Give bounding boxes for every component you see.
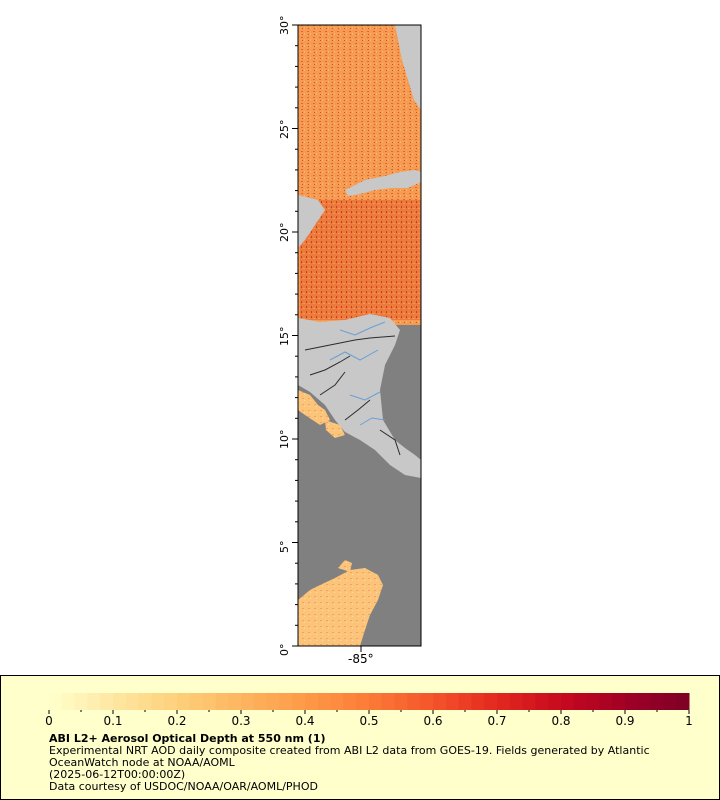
colorbar-segment (100, 693, 114, 710)
aod-field-south (298, 568, 383, 646)
lon-tick-label: -85° (348, 652, 374, 666)
colorbar-segment (61, 693, 76, 710)
land-florida (395, 25, 421, 110)
colorbar-tick-label: 0.9 (615, 714, 635, 728)
lat-tick-label: 10° (278, 429, 291, 450)
colorbar-tick-label: 0.2 (167, 714, 187, 728)
lat-tick-label: 15° (278, 326, 291, 346)
colorbar-segment (151, 693, 165, 710)
colorbar-segment (407, 693, 421, 710)
colorbar-segment (189, 693, 204, 710)
colorbar-segment (215, 693, 229, 710)
lat-tick-label: 25° (278, 119, 291, 139)
colorbar (48, 693, 690, 714)
lat-axis (292, 24, 298, 647)
colorbar-segment (164, 693, 178, 710)
colorbar-tick-label: 0.8 (551, 714, 571, 728)
country-borders (304, 335, 401, 456)
colorbar-segment (87, 693, 101, 710)
colorbar-segment (394, 693, 408, 710)
colorbar-segment (292, 693, 306, 710)
colorbar-segment (241, 693, 255, 710)
colorbar-segment (266, 693, 280, 710)
colorbar-tick-label: 0.5 (359, 714, 379, 728)
colorbar-segment (228, 693, 242, 710)
legend-time: (2025-06-12T00:00:00Z) (49, 768, 186, 781)
colorbar-segment (676, 693, 690, 710)
colorbar-tick-label: 0.4 (295, 714, 315, 728)
colorbar-segment (317, 693, 332, 710)
colorbar-segment (343, 693, 357, 710)
colorbar-segment (535, 693, 549, 710)
colorbar-tick-label: 0.6 (423, 714, 443, 728)
colorbar-segment (74, 693, 88, 710)
colorbar-segment (573, 693, 588, 710)
lat-tick-label: 30° (278, 15, 291, 36)
colorbar-tick-label: 0 (45, 714, 53, 728)
colorbar-segment (509, 693, 524, 710)
colorbar-segment (484, 693, 498, 710)
legend-credit: Data courtesy of USDOC/NOAA/OAR/AOML/PHO… (49, 780, 318, 793)
colorbar-segment (177, 693, 191, 710)
colorbar-segment (445, 693, 460, 710)
colorbar-segment (202, 693, 216, 710)
colorbar-segment (279, 693, 293, 710)
colorbar-segment (113, 693, 127, 710)
colorbar-segment (471, 693, 485, 710)
colorbar-segment (138, 693, 152, 710)
colorbar-segment (49, 693, 63, 710)
colorbar-segment (612, 693, 626, 710)
colorbar-tick-label: 0.7 (487, 714, 507, 728)
colorbar-segment (369, 693, 383, 710)
colorbar-segment (330, 693, 344, 710)
aod-field-dense (300, 200, 421, 320)
colorbar-tick-label: 0.1 (103, 714, 123, 728)
colorbar-segment (125, 693, 140, 710)
lat-tick-label: 20° (278, 222, 291, 243)
colorbar-segment (637, 693, 652, 710)
aod-patch-equator (338, 560, 352, 572)
legend-panel: 0 0.1 0.2 0.3 0.4 0.5 0.6 0.7 0.8 0.9 1 ABI L2+ Ae… (0, 675, 720, 800)
colorbar-segment (599, 693, 613, 710)
lat-tick-label: 5° (278, 540, 291, 553)
colorbar-segment (420, 693, 434, 710)
colorbar-tick-label: 1 (685, 714, 693, 728)
colorbar-segment (586, 693, 600, 710)
colorbar-segment (650, 693, 664, 710)
colorbar-segment (253, 693, 268, 710)
aod-patch-pacific (298, 390, 330, 425)
colorbar-segment (663, 693, 677, 710)
legend-description: Experimental NRT AOD daily composite cre… (49, 744, 650, 769)
colorbar-segment (458, 693, 472, 710)
land-yucatan (298, 195, 325, 248)
colorbar-segment (356, 693, 370, 710)
legend-title: ABI L2+ Aerosol Optical Depth at 550 nm … (49, 732, 326, 745)
colorbar-segment (433, 693, 447, 710)
land-cuba (345, 170, 421, 196)
rivers (329, 321, 386, 426)
colorbar-segment (381, 693, 396, 710)
aod-map (292, 24, 422, 652)
colorbar-segment (625, 693, 639, 710)
colorbar-tick-label: 0.3 (231, 714, 251, 728)
lat-tick-label: 0° (278, 643, 291, 657)
colorbar-segment (561, 693, 575, 710)
colorbar-segment (522, 693, 536, 710)
colorbar-segment (548, 693, 562, 710)
aod-patch-pacific-2 (325, 420, 345, 438)
colorbar-segment (305, 693, 319, 710)
colorbar-segment (497, 693, 511, 710)
